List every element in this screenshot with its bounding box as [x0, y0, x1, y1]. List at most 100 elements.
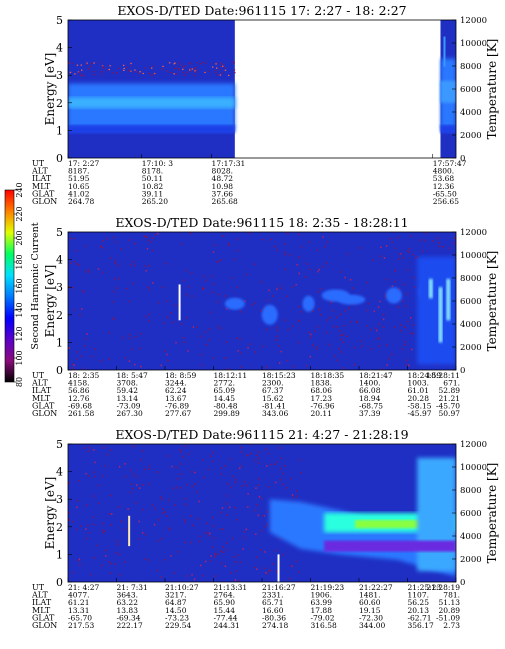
noise-speck: [305, 365, 308, 367]
noise-speck: [78, 264, 80, 266]
table-cell: 244.31: [214, 621, 240, 630]
table-cell: 21:22:27: [359, 583, 393, 592]
noise-speck: [204, 331, 207, 334]
table-cell: 21.21: [439, 394, 460, 403]
noise-speck: [76, 506, 78, 509]
noise-speck: [74, 260, 77, 263]
y2-axis-label: Temperature [K]: [485, 39, 499, 140]
noise-speck: [161, 512, 164, 514]
noise-speck: [224, 565, 226, 568]
noise-speck: [115, 563, 117, 565]
noise-speck: [383, 318, 385, 321]
noise-speck: [175, 73, 178, 75]
noise-speck: [180, 64, 182, 66]
noise-speck: [125, 287, 128, 290]
noise-speck: [72, 286, 75, 289]
noise-speck: [147, 239, 150, 242]
noise-speck: [101, 70, 103, 73]
noise-speck: [87, 524, 89, 527]
noise-speck: [87, 532, 89, 534]
noise-speck: [317, 325, 319, 328]
noise-speck: [124, 561, 126, 563]
noise-speck: [102, 532, 104, 534]
noise-speck: [398, 306, 400, 308]
noise-speck: [86, 504, 89, 506]
noise-speck: [377, 338, 379, 340]
noise-speck: [222, 546, 224, 548]
noise-speck: [160, 537, 163, 540]
noise-speck: [278, 344, 280, 347]
noise-speck: [72, 521, 74, 523]
heatmap-bright-band: [440, 80, 456, 103]
noise-speck: [173, 68, 176, 70]
noise-speck: [104, 530, 106, 533]
noise-speck: [225, 308, 228, 310]
noise-speck: [232, 61, 234, 63]
noise-speck: [398, 258, 401, 260]
noise-speck: [184, 65, 187, 67]
table-cell: 10.65: [68, 182, 90, 191]
table-cell: 222.17: [117, 621, 143, 630]
noise-speck: [110, 257, 112, 259]
noise-speck: [272, 295, 274, 297]
y2-tick-label: 12000: [460, 440, 487, 450]
noise-speck: [110, 449, 113, 452]
noise-speck: [286, 359, 289, 362]
table-cell: 299.89: [214, 409, 240, 418]
noise-speck: [219, 65, 222, 68]
table-row-label: GLAT: [32, 401, 55, 410]
noise-speck: [188, 62, 191, 65]
noise-speck: [255, 454, 258, 456]
noise-speck: [219, 528, 221, 531]
noise-speck: [174, 571, 176, 574]
noise-speck: [391, 353, 393, 356]
noise-speck: [94, 461, 96, 464]
noise-speck: [378, 323, 381, 325]
noise-speck: [160, 496, 162, 498]
noise-speck: [157, 540, 159, 542]
noise-speck: [268, 289, 270, 292]
noise-speck: [189, 67, 192, 70]
table-cell: 50.11: [142, 174, 163, 183]
noise-speck: [200, 353, 203, 356]
noise-speck: [148, 313, 150, 316]
table-cell: 17.23: [311, 394, 333, 403]
noise-speck: [370, 347, 373, 350]
table-cell: 66.08: [359, 386, 381, 395]
noise-speck: [255, 459, 257, 462]
noise-speck: [100, 73, 102, 75]
noise-speck: [191, 272, 193, 274]
noise-speck: [212, 357, 214, 359]
noise-speck: [112, 290, 115, 293]
vertical-marker: [178, 284, 181, 321]
noise-speck: [380, 246, 382, 249]
noise-speck: [394, 247, 396, 250]
noise-speck: [209, 560, 212, 562]
table-cell: 13.31: [68, 606, 89, 615]
noise-speck: [182, 71, 185, 74]
noise-speck: [102, 474, 104, 477]
table-cell: 21:16:27: [262, 583, 296, 592]
y-axis-label: Energy [eV]: [43, 265, 57, 338]
noise-speck: [116, 71, 118, 74]
noise-speck: [260, 530, 263, 532]
noise-speck: [99, 61, 101, 64]
noise-speck: [68, 347, 70, 349]
noise-speck: [209, 455, 212, 457]
noise-speck: [279, 537, 281, 540]
noise-speck: [232, 475, 234, 478]
table-cell: 10.98: [212, 182, 234, 191]
noise-speck: [179, 473, 181, 475]
noise-speck: [265, 511, 268, 513]
noise-speck: [99, 245, 102, 248]
noise-speck: [198, 500, 200, 503]
noise-speck: [352, 287, 354, 289]
noise-speck: [261, 497, 263, 500]
noise-speck: [142, 484, 144, 486]
y2-axis-label: Temperature [K]: [485, 463, 499, 564]
noise-speck: [236, 286, 238, 289]
noise-speck: [276, 288, 278, 290]
noise-speck: [383, 257, 386, 259]
table-cell: 20.89: [439, 606, 461, 615]
noise-speck: [289, 254, 291, 256]
